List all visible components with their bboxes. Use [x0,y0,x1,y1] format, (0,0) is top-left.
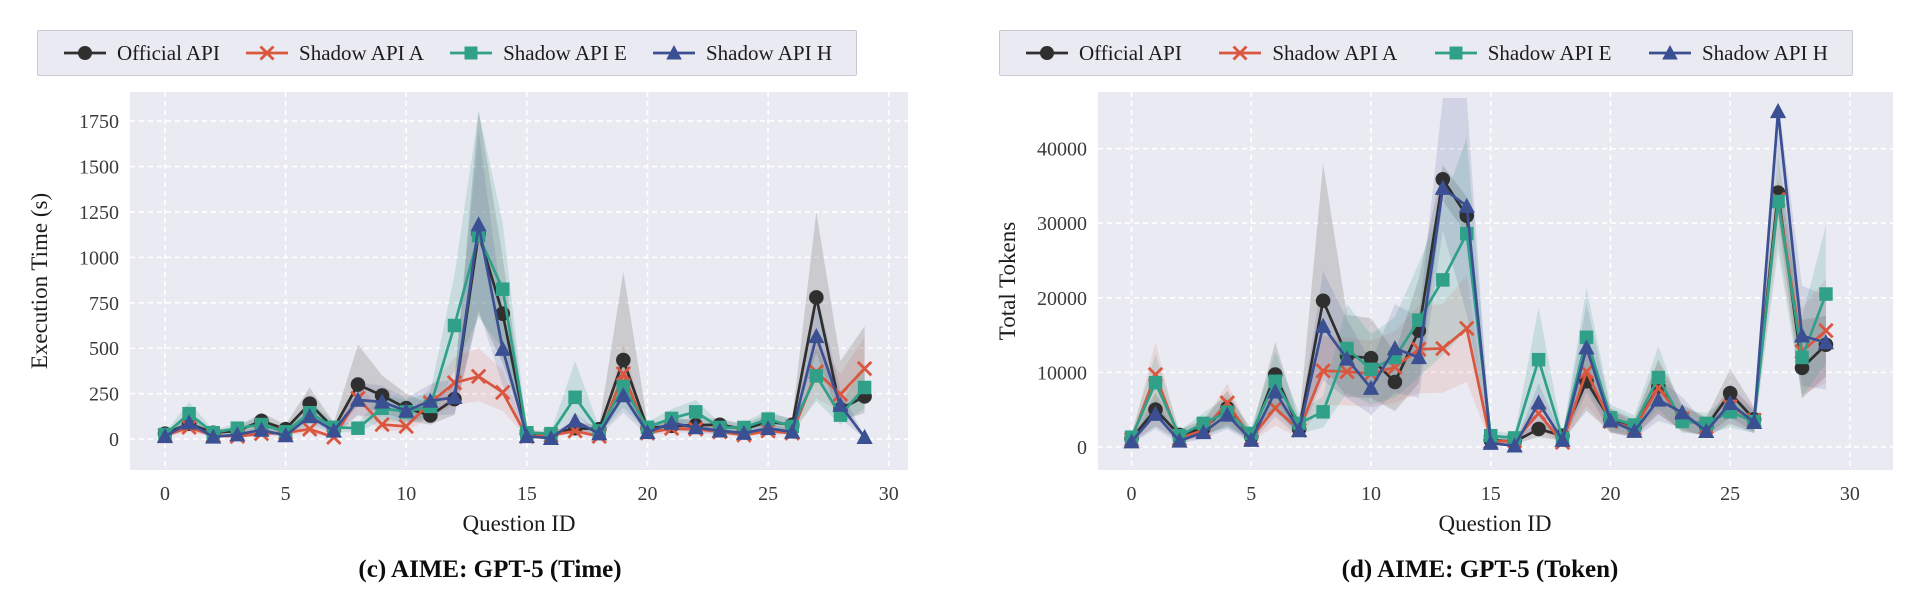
legend-item-shadow_e: Shadow API E [448,41,627,66]
shadow_h-marker-icon [652,44,695,60]
official-marker-icon [64,45,106,61]
legend-item-shadow_a: Shadow API A [244,41,424,66]
legend-item-official: Official API [62,41,220,66]
y-tick-label: 20000 [1037,288,1087,310]
shadow_a-marker-icon [246,45,289,61]
legend-label: Official API [117,40,220,65]
x-tick-label: 25 [758,483,778,505]
y-tick-label: 1250 [79,202,119,224]
x-tick-label: 0 [160,483,170,505]
shadow_a-marker-icon [1219,45,1262,61]
legend-label: Shadow API E [1487,40,1612,65]
legend-label: Shadow API E [503,40,627,65]
token-x-axis-label: Question ID [1438,511,1552,536]
y-tick-label: 40000 [1037,139,1087,161]
legend-item-shadow_a: Shadow API A [1217,41,1397,66]
x-tick-label: 30 [1840,483,1860,505]
x-tick-label: 10 [1361,483,1381,505]
x-tick-label: 20 [1600,483,1620,505]
x-tick-label: 20 [637,483,657,505]
x-tick-label: 15 [1481,483,1501,505]
x-tick-label: 5 [281,483,291,505]
time-legend: Official API Shadow API A Shadow API E Shad… [37,30,857,76]
token-chart: Official API Shadow API A Shadow API E Shad… [960,0,1920,613]
legend-label: Shadow API A [1272,40,1398,65]
shadow_e-marker-icon [1434,46,1477,60]
y-tick-label: 1000 [79,247,119,269]
time-chart: Official API Shadow API A Shadow API E Shad… [27,30,908,583]
x-tick-label: 10 [396,483,416,505]
y-tick-label: 0 [1077,437,1087,459]
y-tick-label: 500 [89,338,119,360]
legend-item-shadow_h: Shadow API H [651,41,832,66]
token-legend: Official API Shadow API A Shadow API E Shad… [999,30,1853,76]
x-tick-label: 30 [879,483,899,505]
time-y-axis-label: Execution Time (s) [27,192,52,370]
y-tick-label: 30000 [1037,213,1087,235]
x-tick-label: 5 [1246,483,1256,505]
token-plot-svg: 0 5 10 15 20 25 30 0 10000 20000 30000 40000 [1037,92,1893,505]
token-caption: (d) AIME: GPT-5 (Token) [1341,556,1619,583]
shadow_e-marker-icon [450,46,493,60]
shadow_h-marker-icon [1648,44,1691,60]
x-tick-label: 15 [517,483,537,505]
legend-item-official: Official API [1024,41,1182,66]
legend-item-shadow_h: Shadow API H [1647,41,1828,66]
y-tick-label: 0 [109,429,119,451]
token-y-axis-label: Total Tokens [995,221,1020,341]
legend-item-shadow_e: Shadow API E [1433,40,1612,66]
y-tick-label: 750 [89,293,119,315]
time-x-axis-label: Question ID [462,511,576,536]
y-tick-label: 1750 [79,111,119,133]
y-tick-label: 10000 [1037,362,1087,384]
time-plot-svg: 0 5 10 15 20 25 30 0 250 500 750 1000 1250 1500 1750 [79,92,908,505]
y-tick-label: 250 [89,384,119,406]
x-tick-label: 25 [1720,483,1740,505]
x-tick-label: 0 [1127,483,1137,505]
legend-label: Shadow API A [299,40,424,65]
legend-label: Shadow API H [705,40,832,65]
time-caption: (c) AIME: GPT-5 (Time) [358,556,622,583]
official-marker-icon [1026,45,1068,61]
legend-label: Official API [1079,40,1182,65]
legend-label: Shadow API H [1701,40,1828,65]
y-tick-label: 1500 [79,157,119,179]
